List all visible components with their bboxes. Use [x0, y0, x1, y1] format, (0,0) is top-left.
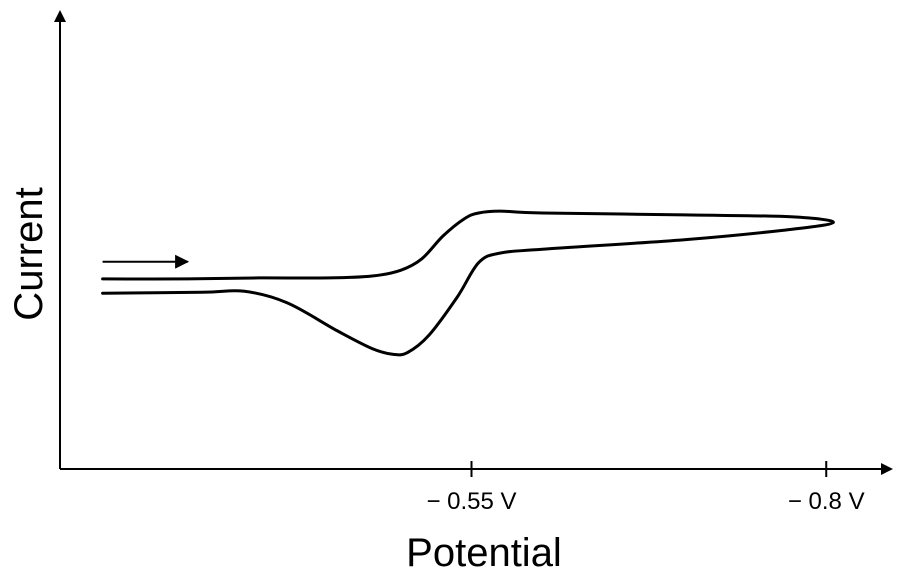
voltammogram-curve [101, 209, 835, 357]
x-axis-arrow [881, 463, 893, 475]
x-axis-label: Potential [406, 531, 562, 575]
x-tick-label: − 0.55 V [426, 488, 516, 515]
x-tick-label: − 0.8 V [788, 488, 865, 515]
y-axis-arrow [54, 10, 66, 22]
axes [54, 10, 893, 475]
y-axis-label: Current [7, 187, 51, 320]
x-ticks: − 0.55 V − 0.8 V [426, 461, 865, 515]
series-group [101, 209, 835, 357]
